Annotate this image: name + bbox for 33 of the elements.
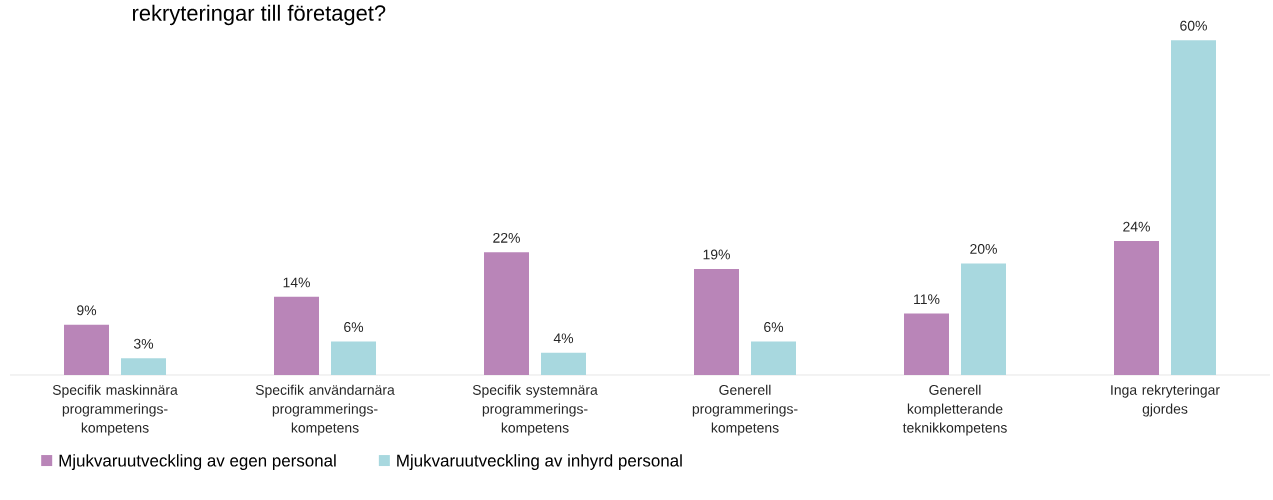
data-label: 19% — [703, 249, 730, 260]
data-label: 9% — [77, 305, 97, 316]
data-label: 24% — [1123, 221, 1150, 232]
bar — [121, 358, 167, 375]
bar — [541, 352, 587, 375]
bar — [484, 252, 530, 375]
bar — [1171, 40, 1216, 375]
bar — [904, 313, 949, 375]
bar — [64, 324, 110, 375]
x-tick-label: Specifik systemnära programmerings-kompetens — [472, 384, 598, 436]
x-tick-label: Specifik användarnära programmerings-kompetens — [255, 384, 395, 436]
x-tick-label: Inga rekryteringar gjordes — [1111, 384, 1220, 417]
legend-label: Mjukvaruutveckling av egen personal — [59, 454, 336, 470]
data-label: 6% — [764, 322, 784, 332]
bar — [961, 263, 1006, 375]
data-label: 3% — [133, 338, 154, 349]
data-label: 14% — [283, 277, 310, 288]
bar — [751, 341, 796, 375]
bar — [694, 268, 739, 375]
x-tick-label: Generell kompletterande teknikkompetens — [902, 384, 1007, 436]
x-tick-label: Generell programmerings-kompetens — [692, 384, 798, 436]
data-label: 20% — [970, 243, 997, 254]
x-tick-label: Specifik maskinnära programmerings-kompetens — [52, 384, 178, 436]
data-label: 4% — [553, 333, 574, 344]
data-label: 11% — [914, 294, 940, 305]
chart-title: rekryteringar till företaget? — [132, 4, 386, 26]
data-label: 22% — [493, 232, 520, 243]
data-label: 6% — [344, 322, 364, 332]
bar — [331, 341, 377, 375]
data-label: 60% — [1180, 20, 1207, 31]
bar — [1114, 241, 1159, 375]
bar — [274, 296, 320, 375]
legend-label: Mjukvaruutveckling av inhyrd personal — [397, 454, 682, 470]
